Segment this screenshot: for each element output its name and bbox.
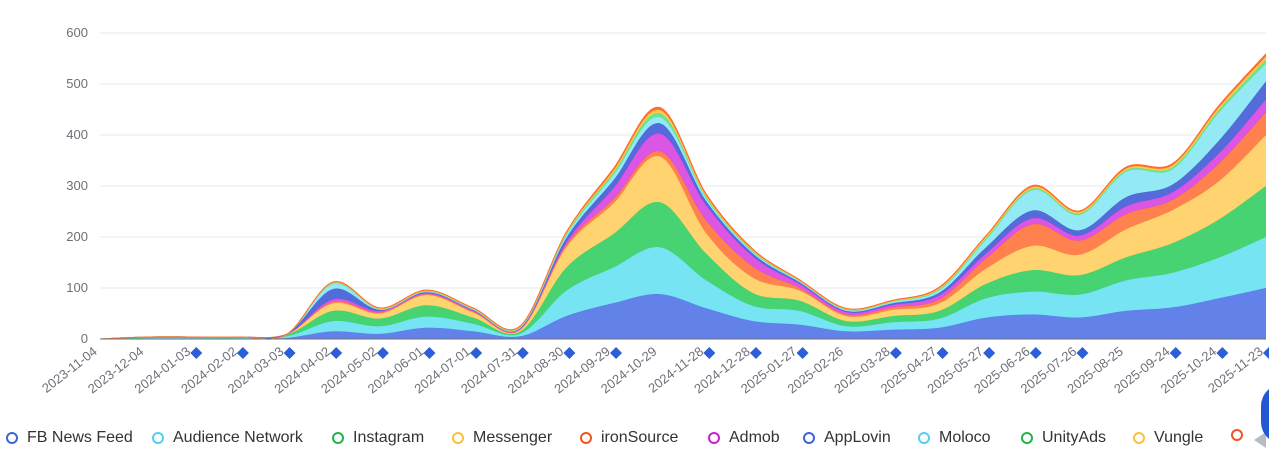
x-diamond-marker [1263,347,1269,359]
legend-label: UnityAds [1042,429,1107,446]
legend-label: Vungle [1154,429,1204,446]
x-diamond-marker [423,347,436,359]
x-diamond-marker [1076,347,1089,359]
legend-marker-icon [708,432,720,444]
legend-marker-icon [580,432,592,444]
x-diamond-marker [1029,347,1042,359]
legend-marker-icon [332,432,344,444]
legend-item[interactable]: Admob [708,429,780,447]
x-diamond-marker [516,347,529,359]
chart-svg: 2023-11-042023-12-042024-01-032024-02-02… [39,25,1269,396]
x-diamond-marker [236,347,249,359]
y-axis: 0 100 200 300 400 500 600 [66,25,88,346]
x-diamond-marker [470,347,483,359]
legend-item[interactable]: FB News Feed [6,429,133,447]
legend-item[interactable] [1231,429,1252,441]
legend-item[interactable]: Moloco [918,429,991,447]
stacked-area-chart: 2023-11-04 2023-12-04 2024-01-03 2024-02-02… [39,25,1269,396]
floating-action-button[interactable] [1261,384,1269,444]
legend-marker-icon [452,432,464,444]
legend-label: Admob [729,429,780,446]
legend-marker-icon [6,432,18,444]
area-line-10 [99,53,1267,340]
x-diamond-marker [703,347,716,359]
x-diamond-marker [796,347,809,359]
area-series-0 [100,288,1266,339]
legend-marker-icon [1231,429,1243,441]
x-diamond-marker [330,347,343,359]
legend-marker-icon [803,432,815,444]
x-diamond-marker [889,347,902,359]
y-tick-label: 300 [66,178,88,193]
area-series-7 [100,63,1266,340]
legend-page-prev-icon[interactable] [1254,432,1266,448]
x-diamond-marker [1169,347,1182,359]
y-tick-label: 400 [66,127,88,142]
x-diamond-marker [610,347,623,359]
area-series-4 [100,112,1266,339]
legend-marker-icon [1021,432,1033,444]
x-axis: 2023-11-042023-12-042024-01-032024-02-02… [39,338,1269,396]
x-diamond-marker [983,347,996,359]
legend-marker-icon [152,432,164,444]
legend-item[interactable]: Audience Network [152,429,303,447]
legend-label: ironSource [601,429,679,446]
x-diamond-marker [936,347,949,359]
legend-label: Instagram [353,429,425,446]
legend-item[interactable]: UnityAds [1021,429,1106,447]
area-series-3 [100,135,1266,339]
legend: FB News Feed Audience Network Instagram Mes… [0,426,1269,454]
y-tick-label: 200 [66,229,88,244]
area-series-5 [100,99,1266,339]
legend-marker-icon [918,432,930,444]
x-diamond-marker [749,347,762,359]
x-diamond-marker [1216,347,1229,359]
y-tick-label: 100 [66,280,88,295]
y-tick-label: 500 [66,76,88,91]
legend-item[interactable]: AppLovin [803,429,891,447]
legend-marker-icon [1133,432,1145,444]
legend-label: FB News Feed [27,429,133,446]
legend-label: Moloco [939,429,991,446]
area-series-1 [100,237,1266,339]
legend-label: Audience Network [173,429,303,446]
y-tick-label: 0 [81,331,88,346]
x-diamond-marker [563,347,576,359]
legend-item[interactable]: Instagram [332,429,424,447]
x-diamond-marker [190,347,203,359]
legend-item[interactable]: Messenger [452,429,552,447]
area-series-2 [100,186,1266,339]
x-diamond-marker [283,347,296,359]
x-diamond-marker [376,347,389,359]
legend-label: AppLovin [824,429,891,446]
legend-item[interactable]: Vungle [1133,429,1203,447]
area-layer [99,53,1267,340]
y-tick-label: 600 [66,25,88,40]
legend-item[interactable]: ironSource [580,429,678,447]
legend-label: Messenger [473,429,553,446]
